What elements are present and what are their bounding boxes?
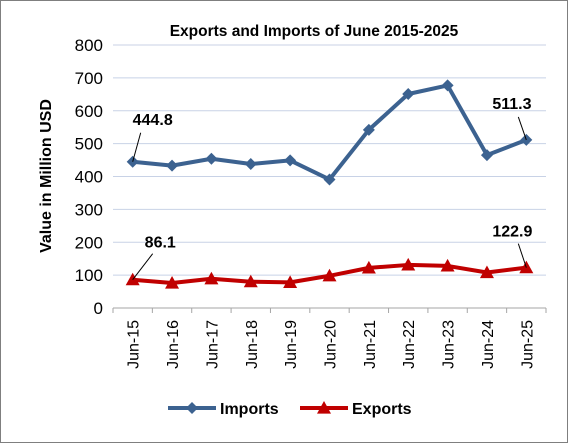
imports-point (244, 158, 257, 171)
x-tick-label: Jun-16 (165, 320, 182, 369)
exports-point (243, 274, 258, 288)
legend-item-imports: Imports (168, 401, 279, 418)
x-axis: Jun-15 Jun-16 Jun-17 Jun-18 Jun-19 Jun-20 Jun-… (112, 307, 547, 369)
x-tick-label: Jun-20 (323, 320, 340, 369)
data-label-leader (132, 132, 142, 162)
imports-point (402, 87, 415, 100)
y-tick-label: 800 (75, 36, 103, 55)
x-tick-label: Jun-21 (362, 320, 379, 369)
exports-point (401, 257, 416, 271)
imports-point (441, 79, 454, 92)
gridlines (113, 44, 546, 276)
legend-label: Imports (220, 401, 279, 418)
exports-point (165, 276, 180, 289)
y-tick-label: 100 (75, 266, 103, 285)
imports-point (323, 173, 336, 186)
exports-point (283, 275, 298, 288)
imports-point (166, 159, 179, 172)
y-axis-ticks: 0 100 200 300 400 500 600 700 800 (75, 36, 103, 318)
x-tick-label: Jun-23 (441, 320, 458, 369)
exports-point (204, 271, 219, 285)
series-group (125, 79, 534, 289)
data-label: 511.3 (492, 96, 531, 113)
data-label-leader (517, 243, 527, 268)
y-tick-label: 400 (75, 168, 103, 187)
legend-item-exports: Exports (300, 401, 412, 418)
exports-point (440, 258, 455, 272)
y-tick-label: 200 (75, 233, 103, 252)
imports-point (480, 149, 493, 162)
imports-point (284, 154, 297, 167)
legend-swatch-marker (317, 401, 331, 414)
exports-point (361, 260, 376, 274)
chart-title: Exports and Imports of June 2015-2025 (170, 23, 459, 40)
legend: Imports Exports (168, 401, 412, 418)
series-imports (126, 79, 533, 186)
x-tick-label: Jun-15 (126, 320, 143, 369)
x-tick-label: Jun-22 (401, 320, 418, 369)
imports-point (205, 152, 218, 165)
x-tick-label: Jun-24 (480, 320, 497, 369)
data-label-leader (132, 253, 154, 280)
imports-point (362, 123, 375, 136)
x-tick-label: Jun-19 (283, 320, 300, 369)
imports-line (132, 83, 528, 182)
legend-swatch-marker (186, 402, 198, 414)
x-tick-label: Jun-17 (204, 320, 221, 369)
data-labels: 444.8 511.3 86.1 122.9 (132, 96, 532, 280)
y-axis-label: Value in Million USD (38, 99, 55, 253)
data-label: 444.8 (133, 112, 173, 129)
y-tick-label: 300 (75, 200, 103, 219)
y-tick-label: 600 (75, 102, 103, 121)
legend-label: Exports (352, 401, 412, 418)
x-tick-label: Jun-25 (519, 320, 536, 369)
data-label: 86.1 (145, 235, 176, 252)
y-tick-label: 700 (75, 69, 103, 88)
exports-point (322, 268, 337, 282)
data-label-leader (517, 116, 527, 141)
data-label: 122.9 (492, 224, 532, 241)
y-tick-label: 500 (75, 135, 103, 154)
series-exports (125, 257, 534, 289)
x-tick-label: Jun-18 (244, 320, 261, 369)
y-tick-label: 0 (94, 299, 103, 318)
exports-point (479, 265, 494, 279)
